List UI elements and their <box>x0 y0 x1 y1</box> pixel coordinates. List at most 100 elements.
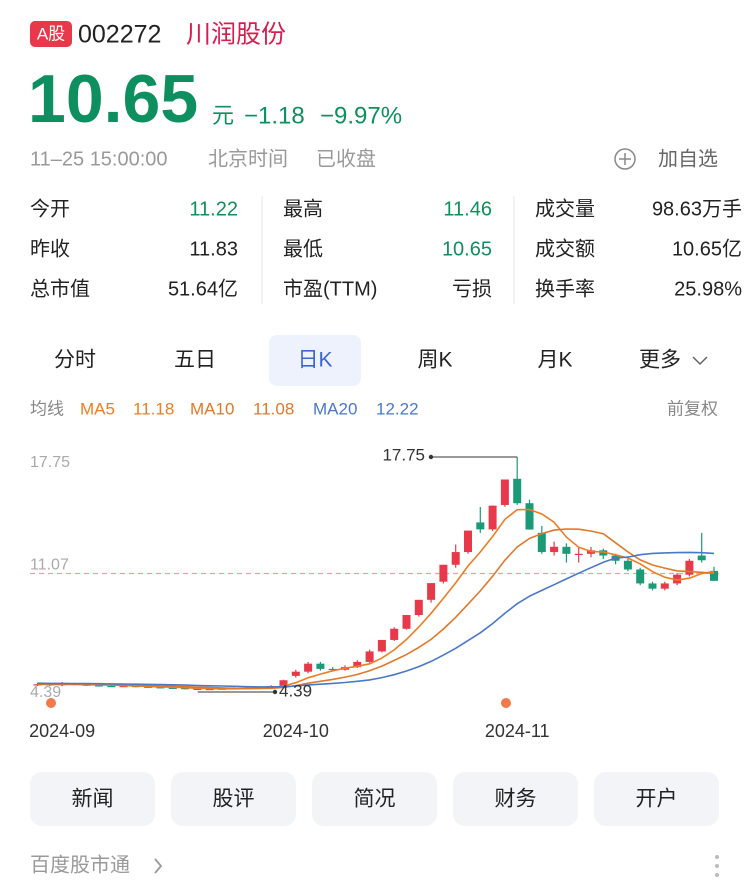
candle-body <box>476 522 485 530</box>
change: −1.18 <box>244 102 305 129</box>
candle-body <box>574 553 583 555</box>
tab[interactable]: 更多 <box>639 349 681 372</box>
action-button[interactable] <box>312 772 437 826</box>
change-pct: −9.97% <box>320 102 402 129</box>
tab[interactable]: 周K <box>417 349 452 372</box>
more-menu[interactable] <box>715 855 719 877</box>
y-tick-label: 17.75 <box>30 454 70 471</box>
candle-body <box>550 546 559 553</box>
x-tick-label: 2024-09 <box>29 721 95 741</box>
candle-body <box>513 478 522 504</box>
legend-name: MA20 <box>313 399 357 418</box>
action-label[interactable]: 开户 <box>636 788 678 811</box>
event-marker[interactable] <box>501 698 511 708</box>
action-button[interactable] <box>453 772 578 826</box>
candle-body <box>685 560 694 575</box>
stat-label: 总市值 <box>30 277 90 300</box>
candle-body <box>500 479 509 505</box>
stat-value: 51.64亿 <box>168 277 238 300</box>
candle-body <box>95 685 103 687</box>
x-tick-label: 2024-11 <box>485 721 550 741</box>
action-button[interactable] <box>171 772 296 826</box>
price-unit: 元 <box>212 103 234 128</box>
max-label: 17.75 <box>382 445 425 464</box>
tab[interactable]: 日K <box>297 349 332 372</box>
candle-body <box>365 651 374 662</box>
badge-bg <box>30 21 72 47</box>
add-icon-plus <box>619 153 631 165</box>
candle-body <box>304 663 313 672</box>
stat-value: 11.22 <box>189 198 238 220</box>
stat-label: 昨收 <box>30 237 70 260</box>
candle-body <box>697 555 706 561</box>
candle-body <box>377 639 386 652</box>
stock-code: 002272 <box>78 21 161 49</box>
tab-chevron <box>692 356 708 366</box>
stat-value: 11.83 <box>189 238 238 260</box>
ma-line <box>37 528 715 690</box>
candle-body <box>525 503 534 530</box>
legend-name: MA10 <box>190 399 234 418</box>
ma-title: 均线 <box>30 399 64 418</box>
tab[interactable]: 五日 <box>174 349 216 372</box>
candle-body <box>156 687 165 689</box>
action-label[interactable]: 财务 <box>495 788 537 811</box>
stock-name: 川润股份 <box>186 21 286 49</box>
action-label[interactable]: 股评 <box>213 788 255 811</box>
max-dot <box>428 454 434 460</box>
action-button[interactable] <box>594 772 719 826</box>
candle-body <box>328 668 337 671</box>
action-label[interactable]: 新闻 <box>72 788 114 811</box>
candle-body <box>599 550 608 556</box>
event-marker[interactable] <box>46 698 56 708</box>
status: 已收盘 <box>316 147 376 170</box>
stat-label: 今开 <box>30 197 70 220</box>
stat-value: 10.65 <box>442 238 492 260</box>
candle-body <box>168 687 177 689</box>
stat-value: 25.98% <box>674 278 742 300</box>
timezone: 北京时间 <box>208 147 288 170</box>
candle-body <box>488 505 497 530</box>
candle-body <box>451 552 460 565</box>
action-label[interactable]: 简况 <box>354 788 396 811</box>
candle-body <box>562 546 571 554</box>
candle-body <box>205 688 214 691</box>
footer-link[interactable]: 百度股市通 <box>30 853 130 876</box>
candle-body <box>648 583 657 589</box>
candle-body <box>316 663 325 669</box>
add-watchlist[interactable]: 加自选 <box>658 147 718 170</box>
stat-label: 市盈(TTM) <box>283 277 377 300</box>
candle-body <box>439 564 448 582</box>
action-button[interactable] <box>30 772 155 826</box>
candle-body <box>710 570 718 581</box>
tab-active-bg <box>269 335 361 386</box>
min-dot <box>272 689 278 695</box>
tab[interactable]: 分时 <box>54 349 96 372</box>
stat-value: 11.46 <box>443 198 492 220</box>
legend-name: MA5 <box>80 399 115 418</box>
chart: 2024-09 2024-10 2024-11 <box>29 457 720 741</box>
add-icon[interactable] <box>614 148 636 170</box>
legend-value: 12.22 <box>376 399 419 418</box>
candle-body <box>636 569 645 584</box>
candle-body <box>623 560 632 570</box>
tab[interactable]: 月K <box>537 349 572 372</box>
candle-body <box>660 583 669 589</box>
candle-body <box>673 574 682 584</box>
candle-body <box>402 615 411 629</box>
candle-body <box>181 688 190 690</box>
legend-value: 11.08 <box>253 399 294 418</box>
candle-body <box>193 688 202 690</box>
adjust-mode[interactable]: 前复权 <box>667 399 718 418</box>
ma-line <box>37 508 715 690</box>
legend-value: 11.18 <box>133 399 174 418</box>
price: 10.65 <box>28 61 198 137</box>
candle-body <box>464 530 472 553</box>
candle-body <box>119 685 128 688</box>
candle-body <box>414 599 423 616</box>
candle-body <box>390 628 399 640</box>
stat-label: 成交额 <box>535 237 595 260</box>
stat-label: 最高 <box>283 197 323 220</box>
